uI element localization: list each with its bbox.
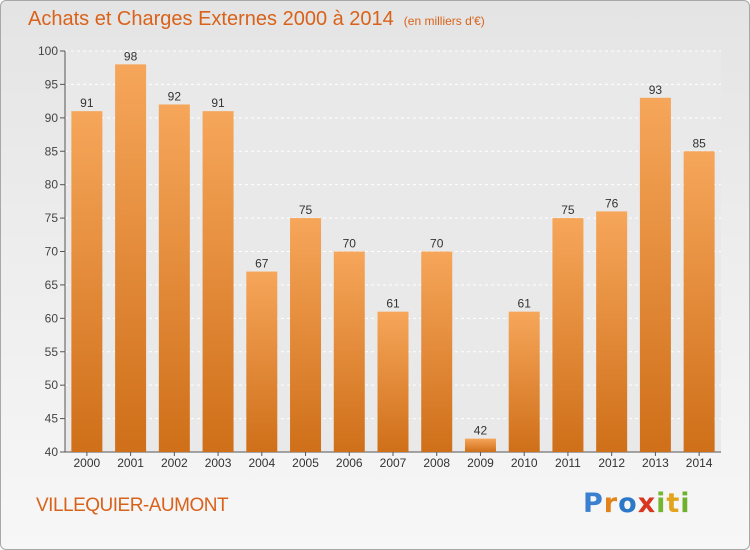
bar (377, 311, 409, 452)
chart-title: Achats et Charges Externes 2000 à 2014 (e… (28, 8, 485, 31)
bar-value-label: 75 (561, 203, 575, 217)
x-tick-label: 2012 (598, 456, 625, 470)
y-tick-label: 70 (45, 245, 59, 259)
bar (115, 64, 147, 452)
bar-value-label: 61 (386, 297, 400, 311)
bar-value-label: 85 (692, 136, 706, 150)
bar-value-label: 70 (430, 237, 444, 251)
x-tick-label: 2001 (117, 456, 144, 470)
x-tick-label: 2005 (292, 456, 319, 470)
bar (290, 218, 322, 452)
y-tick-label: 55 (45, 345, 59, 359)
x-tick-label: 2008 (423, 456, 450, 470)
x-tick-label: 2009 (467, 456, 494, 470)
y-tick-label: 75 (45, 211, 59, 225)
bar-value-label: 92 (168, 89, 182, 103)
bar (552, 218, 584, 452)
x-tick-label: 2000 (74, 456, 101, 470)
bar (158, 104, 190, 452)
bar (464, 438, 496, 452)
y-tick-label: 50 (45, 378, 59, 392)
bar-value-label: 98 (124, 49, 138, 63)
y-tick-label: 65 (45, 278, 59, 292)
x-tick-label: 2003 (205, 456, 232, 470)
x-tick-label: 2013 (642, 456, 669, 470)
place-name: VILLEQUIER-AUMONT (36, 495, 229, 516)
proxiti-logo: Proxiti (583, 488, 691, 519)
chart-title-text: Achats et Charges Externes 2000 à 2014 (28, 8, 394, 30)
bar-value-label: 93 (649, 83, 663, 97)
y-tick-label: 100 (38, 44, 58, 58)
y-tick-label: 95 (45, 77, 59, 91)
bar-value-label: 67 (255, 257, 269, 271)
y-tick-label: 40 (45, 445, 59, 459)
x-tick-label: 2004 (248, 456, 275, 470)
bar (333, 251, 365, 452)
x-tick-label: 2006 (336, 456, 363, 470)
x-tick-label: 2011 (555, 456, 581, 470)
x-tick-label: 2007 (380, 456, 407, 470)
y-tick-label: 60 (45, 311, 59, 325)
bar (71, 111, 103, 453)
bar (508, 311, 540, 452)
bar-value-label: 91 (211, 96, 225, 110)
x-tick-label: 2010 (511, 456, 538, 470)
bar (639, 97, 671, 453)
bar (246, 271, 278, 452)
bar (596, 211, 628, 452)
y-tick-label: 90 (45, 111, 59, 125)
bar (421, 251, 453, 452)
bar (683, 151, 715, 452)
bar (202, 111, 234, 453)
x-tick-label: 2014 (686, 456, 713, 470)
y-tick-label: 85 (45, 144, 59, 158)
x-tick-label: 2002 (161, 456, 188, 470)
bar-value-label: 70 (343, 237, 357, 251)
bar-value-label: 75 (299, 203, 313, 217)
bar-value-label: 76 (605, 196, 619, 210)
y-tick-label: 45 (45, 412, 59, 426)
bar-value-label: 61 (518, 297, 532, 311)
bar-value-label: 91 (80, 96, 94, 110)
bar-value-label: 42 (474, 424, 488, 438)
chart-unit-label: (en milliers d'€) (403, 14, 485, 28)
y-tick-label: 80 (45, 178, 59, 192)
